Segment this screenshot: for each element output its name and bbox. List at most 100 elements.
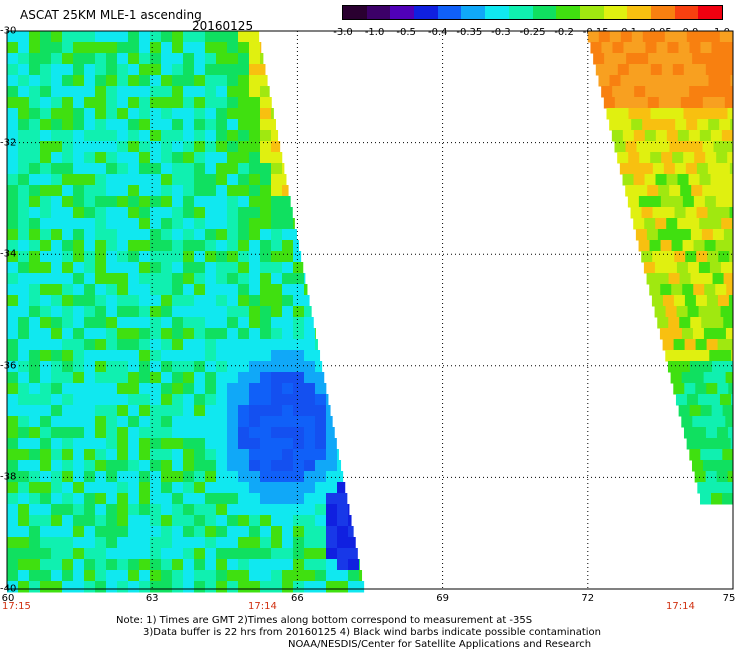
wind-cell — [668, 317, 680, 329]
wind-cell — [51, 119, 63, 131]
wind-cell — [685, 251, 697, 263]
wind-cell — [205, 416, 217, 428]
wind-cell — [249, 130, 261, 142]
wind-cell — [106, 427, 118, 439]
wind-cell — [238, 97, 250, 109]
wind-cell — [205, 350, 217, 362]
wind-cell — [139, 262, 151, 274]
wind-cell — [84, 295, 96, 307]
wind-cell — [249, 405, 261, 417]
wind-cell — [40, 526, 52, 538]
wind-cell — [62, 559, 74, 571]
wind-cell — [238, 548, 250, 560]
wind-cell — [216, 482, 228, 494]
wind-cell — [282, 493, 294, 505]
wind-cell — [326, 460, 338, 472]
wind-cell — [686, 31, 699, 43]
longitude-label: 60 — [1, 593, 15, 604]
wind-cell — [216, 581, 228, 593]
wind-cell — [678, 361, 691, 373]
wind-cell — [665, 350, 677, 362]
wind-cell — [238, 482, 250, 494]
wind-cell — [282, 537, 294, 549]
wind-cell — [51, 482, 63, 494]
wind-cell — [282, 251, 294, 263]
wind-cell — [73, 493, 85, 505]
wind-cell — [227, 207, 239, 219]
wind-cell — [106, 240, 118, 252]
wind-cell — [62, 504, 74, 516]
wind-cell — [128, 570, 140, 582]
wind-cell — [95, 97, 107, 109]
wind-cell — [590, 42, 602, 54]
wind-cell — [227, 262, 239, 274]
wind-cell — [722, 405, 734, 417]
wind-cell — [727, 427, 734, 439]
wind-cell — [40, 152, 52, 164]
wind-cell — [249, 460, 261, 472]
wind-cell — [315, 449, 327, 461]
wind-cell — [249, 97, 261, 109]
wind-cell — [227, 350, 239, 362]
wind-cell — [84, 350, 96, 362]
wind-cell — [40, 207, 52, 219]
wind-cell — [29, 295, 41, 307]
wind-cell — [95, 75, 107, 87]
wind-cell — [117, 207, 129, 219]
wind-cell — [183, 416, 195, 428]
wind-cell — [194, 537, 206, 549]
wind-cell — [687, 262, 700, 274]
wind-cell — [128, 64, 140, 76]
wind-cell — [260, 548, 272, 560]
wind-cell — [40, 416, 52, 428]
wind-cell — [227, 570, 239, 582]
wind-cell — [150, 262, 162, 274]
wind-cell — [7, 328, 19, 340]
wind-cell — [194, 196, 206, 208]
wind-cell — [727, 152, 734, 164]
wind-cell — [729, 251, 734, 263]
wind-cell — [139, 97, 151, 109]
wind-cell — [18, 427, 30, 439]
wind-cell — [216, 218, 228, 230]
wind-cell — [62, 438, 74, 450]
wind-cell — [315, 405, 327, 417]
wind-cell — [260, 383, 272, 395]
wind-cell — [205, 251, 217, 263]
wind-cell — [128, 416, 140, 428]
wind-cell — [216, 251, 228, 263]
wind-cell — [260, 339, 272, 351]
wind-cell — [51, 548, 63, 560]
wind-cell — [172, 251, 184, 263]
wind-cell — [282, 394, 294, 406]
wind-cell — [271, 119, 276, 131]
wind-cell — [238, 64, 250, 76]
wind-cell — [29, 482, 41, 494]
wind-cell — [238, 394, 250, 406]
wind-cell — [95, 295, 107, 307]
wind-cell — [694, 427, 707, 439]
wind-cell — [18, 460, 30, 472]
wind-cell — [326, 438, 337, 450]
note-line-2: 3)Data buffer is 22 hrs from 20160125 4)… — [143, 627, 601, 638]
wind-cell — [62, 317, 74, 329]
wind-cell — [128, 328, 140, 340]
wind-cell — [681, 328, 694, 340]
wind-cell — [293, 449, 305, 461]
wind-cell — [282, 273, 294, 285]
wind-cell — [84, 119, 96, 131]
wind-cell — [194, 493, 206, 505]
wind-cell — [194, 350, 206, 362]
wind-cell — [117, 53, 129, 65]
wind-cell — [634, 86, 646, 98]
wind-cell — [73, 273, 85, 285]
wind-cell — [227, 295, 239, 307]
wind-cell — [348, 526, 354, 538]
wind-cell — [161, 570, 173, 582]
wind-cell — [139, 537, 151, 549]
wind-cell — [161, 306, 173, 318]
wind-cell — [29, 394, 41, 406]
wind-cell — [40, 42, 52, 54]
wind-cell — [666, 174, 679, 186]
wind-cell — [7, 460, 19, 472]
